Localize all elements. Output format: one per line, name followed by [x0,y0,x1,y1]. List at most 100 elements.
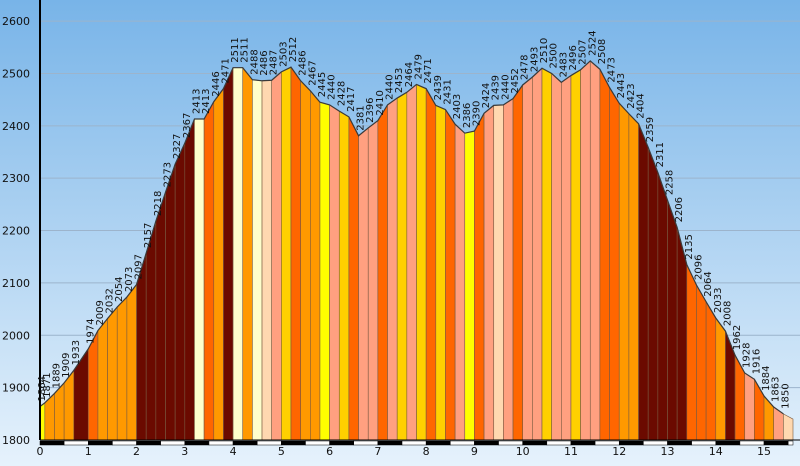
elevation-label: 2507 [578,39,589,64]
y-tick-label: 2500 [2,67,30,80]
elevation-label: 2097 [134,254,145,279]
elevation-label: 2403 [452,94,463,119]
profile-bar [599,69,610,440]
elevation-label: 2327 [172,134,183,159]
elevation-label: 1909 [61,352,72,377]
x-tick-label: 11 [564,445,578,458]
profile-bar [686,264,697,440]
elevation-label: 2413 [191,89,202,114]
elevation-label: 2404 [636,93,647,118]
y-tick-label: 2600 [2,15,30,28]
profile-bar [454,123,466,440]
profile-bar [165,163,176,440]
profile-bar [396,91,408,440]
elevation-label: 2367 [182,113,193,138]
profile-bar [425,87,437,440]
profile-bar [609,86,620,440]
elevation-label: 2431 [442,79,453,104]
profile-bar [213,87,224,440]
profile-bar [522,76,533,440]
profile-bar [271,71,282,440]
profile-bar [338,110,350,440]
profile-bar [561,74,572,440]
profile-bar [628,113,639,440]
scale-segment [136,440,161,446]
x-tick-label: 7 [374,445,381,458]
profile-bar [310,89,321,440]
profile-bar [107,306,118,440]
x-tick-labels: 0 1 2 3 4 5 6 7 8 9 10 11 12 13 14 15 [37,445,772,458]
scale-segment [474,440,499,446]
elevation-label: 2500 [549,43,560,68]
elevation-label: 1863 [771,377,782,402]
elevation-label: 2423 [626,83,637,108]
profile-bar [657,172,668,440]
elevation-label: 2471 [423,58,434,83]
y-tick-labels: 1800 1900 2000 2100 2200 2300 2400 2500 2600 [2,15,30,447]
scale-segment [425,440,451,446]
elevation-label: 2008 [722,301,733,326]
x-tick-label: 9 [471,445,478,458]
profile-bar [570,69,581,440]
x-tick-label: 3 [181,445,188,458]
elevation-label: 2428 [336,81,347,106]
profile-bar [551,72,562,440]
scale-segment [184,440,210,446]
elevation-label: 2009 [95,300,106,325]
elevation-label: 1889 [51,363,62,388]
elevation-label: 2511 [240,37,251,62]
data-labels: 1864187118891909193319742009203220542073… [37,30,791,408]
elevation-label: 2064 [703,271,714,296]
scale-segment [329,440,355,446]
profile-bar [194,118,205,440]
profile-bar [281,66,292,440]
profile-bar [532,67,543,440]
scale-segment [232,440,258,446]
profile-bar [406,83,417,440]
elevation-label: 2390 [471,101,482,126]
profile-bar [783,413,794,440]
elevation-label: 2073 [124,267,135,292]
profile-bar [647,147,659,440]
elevation-label: 2359 [645,117,656,142]
axes [39,0,800,446]
profile-bar [377,103,388,440]
elevation-label: 2258 [665,170,676,195]
profile-bar [174,142,186,440]
elevation-label: 2486 [259,50,270,75]
profile-bar [435,104,446,440]
x-tick-label: 2 [133,445,140,458]
scale-segment [377,440,403,446]
profile-bar [541,67,552,440]
scale-segment [88,440,113,446]
elevation-label: 2512 [288,37,299,62]
elevation-label: 1916 [751,349,762,374]
scale-segment [281,440,306,446]
profile-bar [618,102,630,440]
elevation-label: 2487 [269,50,280,75]
elevation-label: 2493 [529,47,540,72]
profile-bar [483,104,495,440]
x-tick-label: 14 [709,445,723,458]
elevation-label: 2479 [414,54,425,79]
x-tick-label: 13 [661,445,675,458]
elevation-label: 2440 [385,74,396,99]
elevation-label: 2311 [655,142,666,167]
elevation-label: 2510 [539,38,550,63]
y-tick-label: 2000 [2,329,30,342]
profile-bar [416,83,427,440]
elevation-label: 2524 [587,30,598,55]
y-tick-label: 2100 [2,277,30,290]
profile-bar [242,66,253,440]
elevation-label: 2439 [433,75,444,100]
x-tick-label: 8 [423,445,430,458]
elevation-label: 2488 [249,49,260,74]
elevation-label: 2439 [491,75,502,100]
elevation-label: 1962 [732,325,743,350]
elevation-label: 2273 [163,162,174,187]
elevation-label: 2486 [298,50,309,75]
elevation-label: 2396 [365,97,376,122]
elevation-label: 2452 [510,68,521,93]
profile-bar [223,67,234,440]
elevation-label: 1884 [761,366,772,391]
